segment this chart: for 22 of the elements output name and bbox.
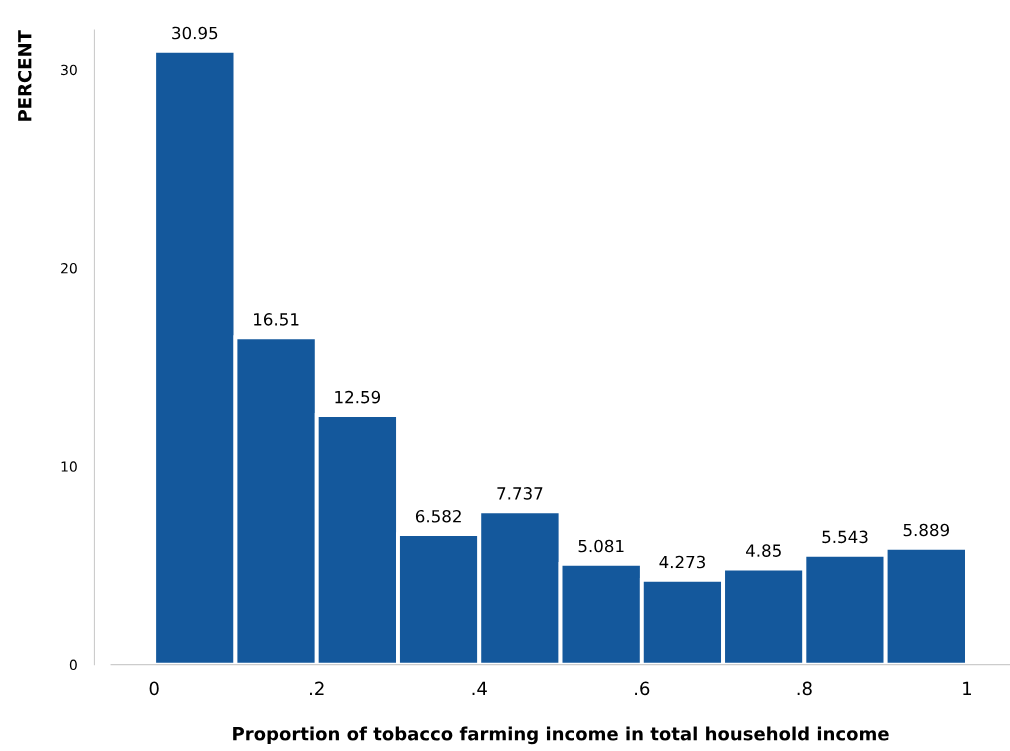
data-label: 5.543 (822, 530, 868, 544)
y-tick-label: 10 (61, 461, 77, 472)
y-axis-title: PERCENT (17, 30, 32, 121)
x-tick-label: .4 (472, 681, 487, 696)
data-label: 5.889 (903, 523, 949, 537)
x-tick-label: 0 (149, 681, 159, 696)
x-tick-label: .8 (797, 681, 812, 696)
x-tick-label: 1 (963, 681, 971, 696)
data-label: 7.737 (497, 487, 543, 500)
data-label: 30.95 (172, 26, 218, 40)
data-label: 5.081 (578, 539, 624, 553)
y-tick-label: 20 (61, 262, 77, 274)
x-axis-title: Proportion of tobacco farming income in total household income (233, 726, 889, 745)
data-label: 6.582 (415, 509, 461, 523)
y-tick-label: 30 (61, 64, 77, 76)
data-label: 16.51 (254, 313, 299, 326)
data-label: 4.273 (659, 555, 705, 569)
x-tick-label: .2 (310, 681, 324, 696)
data-label: 4.85 (746, 544, 781, 557)
y-tick-label: 0 (69, 659, 77, 671)
x-tick-label: .6 (635, 681, 650, 696)
data-label: 12.59 (335, 390, 381, 404)
